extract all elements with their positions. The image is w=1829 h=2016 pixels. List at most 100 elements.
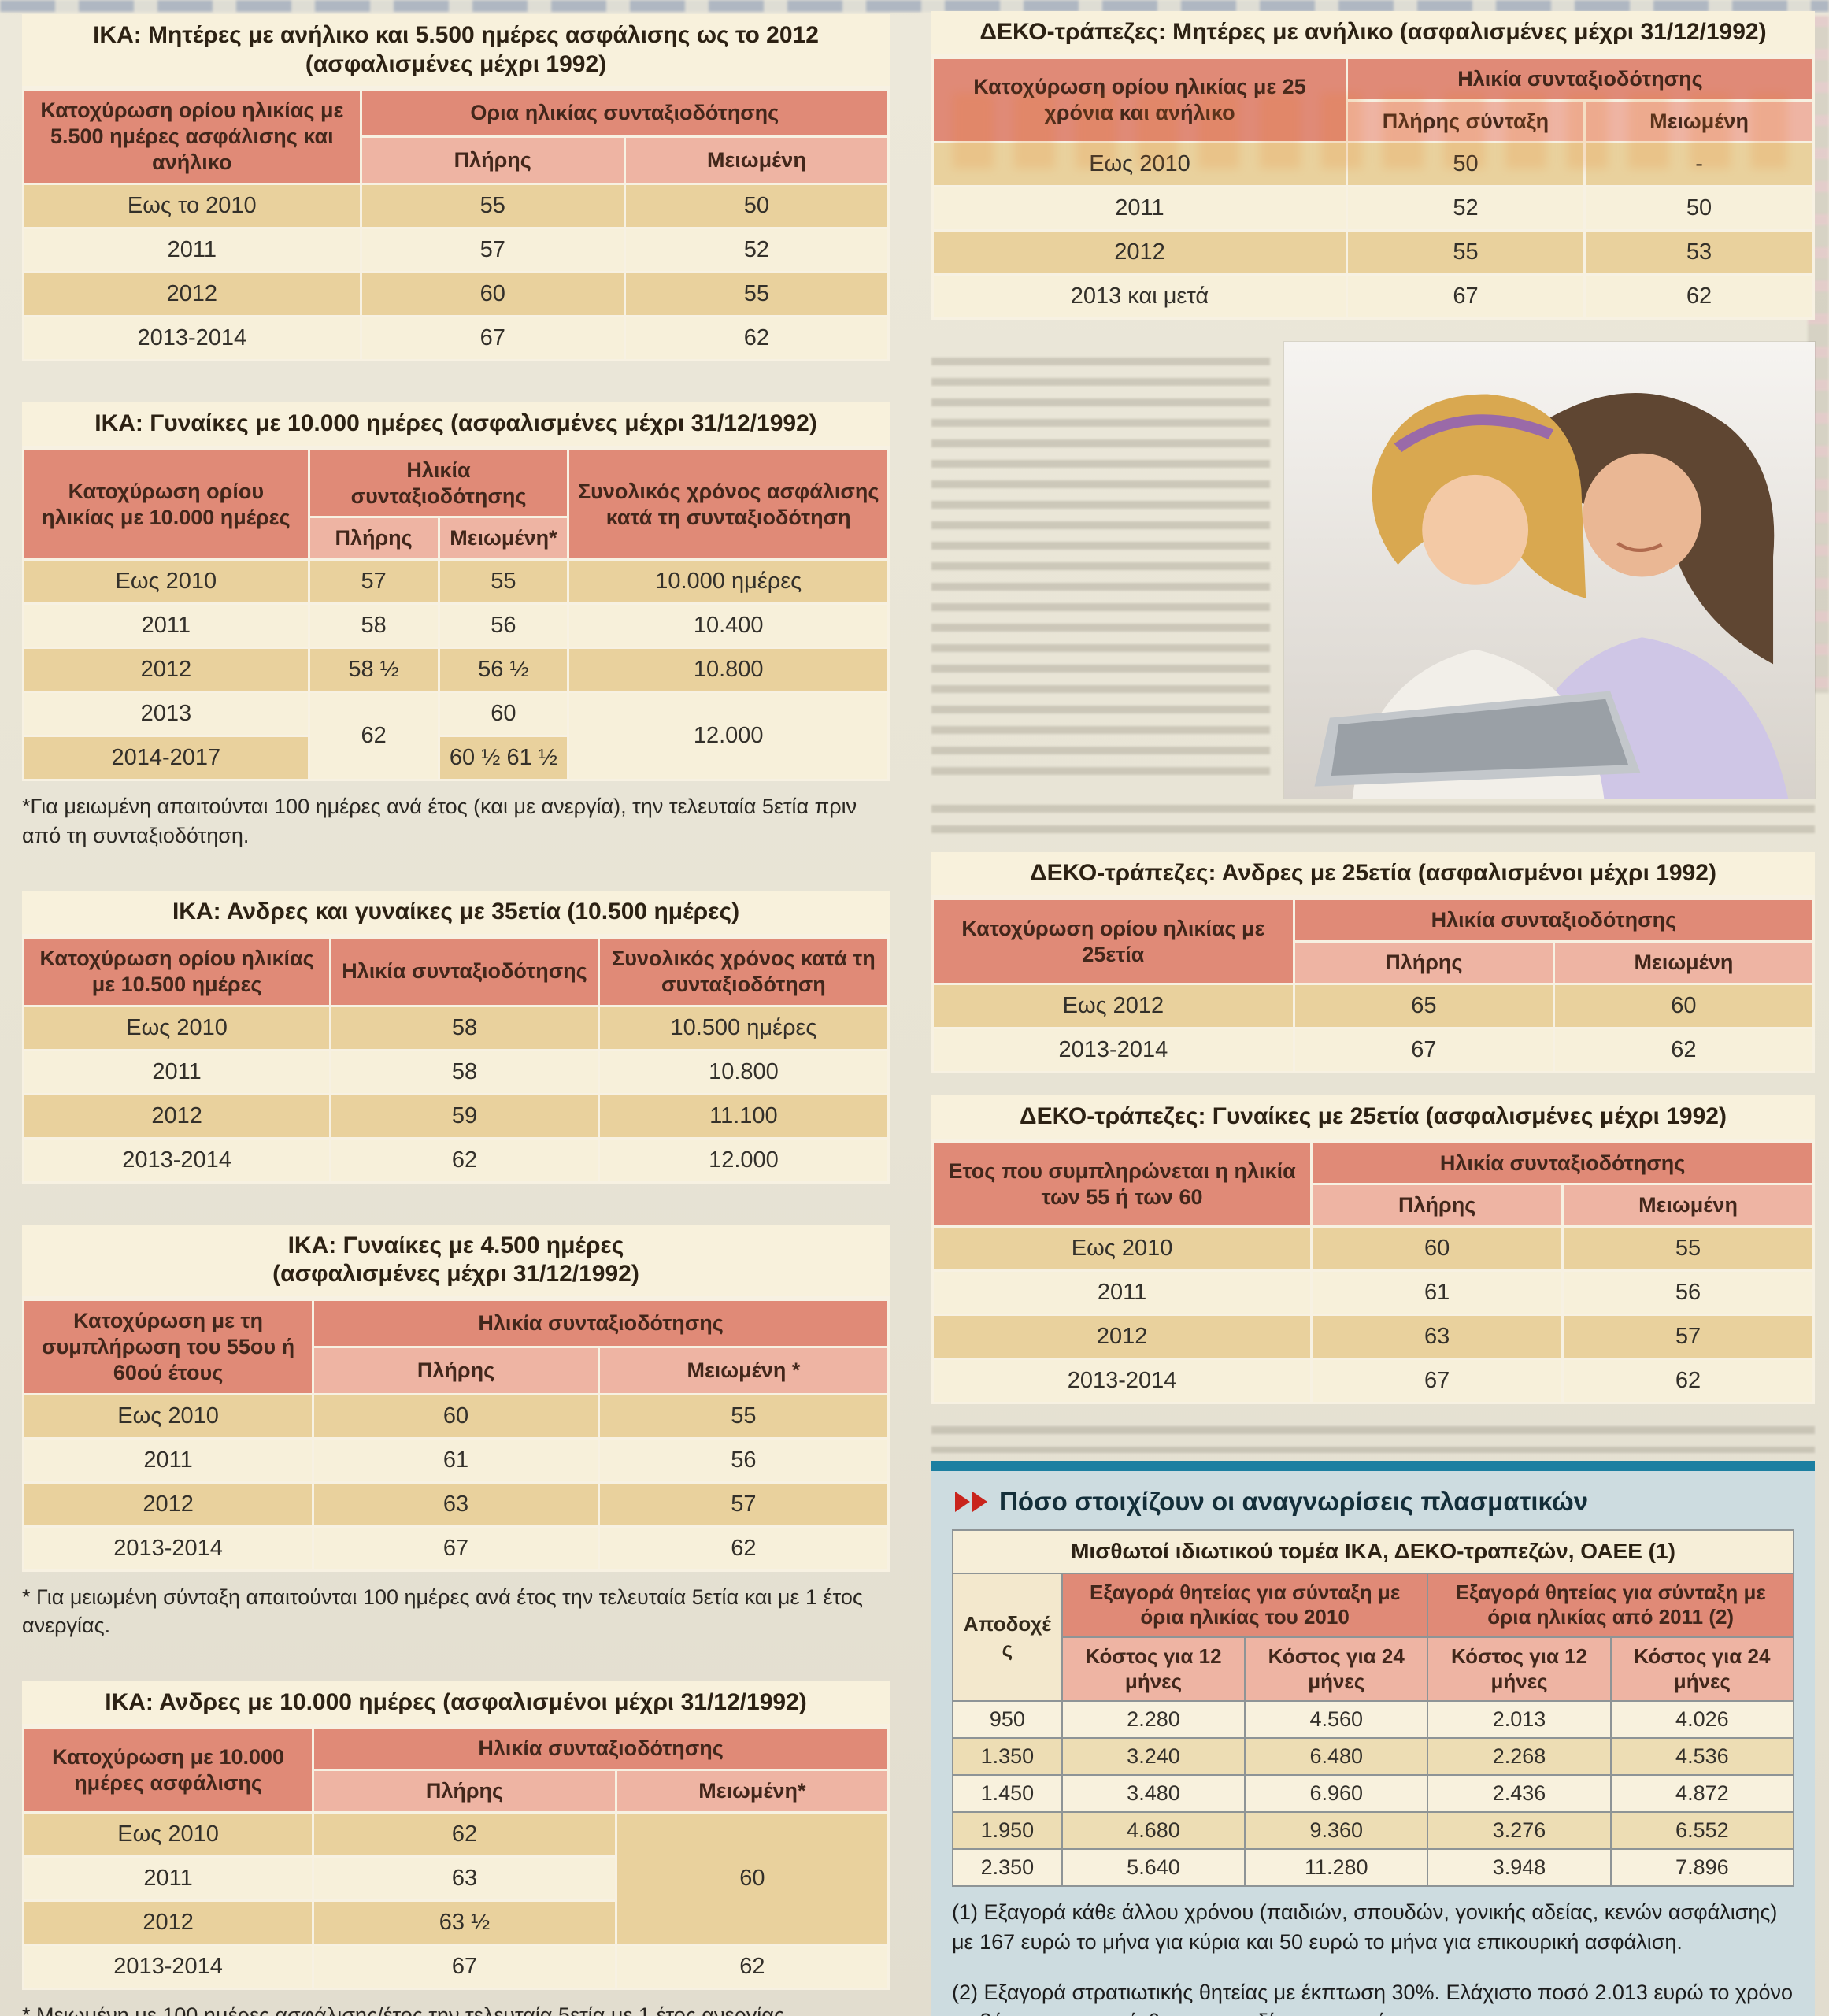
data-cell: 3.276 <box>1427 1811 1612 1851</box>
data-cell: 62 <box>614 1944 890 1991</box>
table-row: 2011 58 56 10.400 <box>22 602 890 650</box>
data-cell: 10.800 <box>567 647 890 694</box>
header-row: Πλήρης σύνταξη Μειωμένη <box>933 98 1815 144</box>
header-cell: Κατοχύρωση ορίου ηλικίας με 10.000 ημέρε… <box>22 447 310 561</box>
data-cell: 3.480 <box>1061 1774 1246 1814</box>
data-cell: Εως 2010 <box>21 1811 315 1858</box>
table-row: 2013 και μετά 67 62 <box>931 273 1815 321</box>
table-ika-mothers-5500: ΙΚΑ: Μητέρες με ανήλικο και 5.500 ημέρες… <box>22 14 890 361</box>
panel-heading-text: Πόσο στοιχίζουν οι αναγνωρίσεις πλασματι… <box>999 1487 1589 1517</box>
data-cell: 50 <box>1583 185 1815 232</box>
table-title-line: ΔΕΚΟ-τράπεζες: Ανδρες με 25ετία (ασφαλισ… <box>1030 860 1716 887</box>
table-title-line: Μισθωτοί ιδιωτικού τομέα ΙΚΑ, ΔΕΚΟ-τραπε… <box>1071 1539 1675 1564</box>
header-cell: Μειωμένη <box>623 135 890 185</box>
table-row: Εως 2010 62 60 <box>21 1811 890 1947</box>
table-title-line: ΙΚΑ: Ανδρες και γυναίκες με 35ετία (10.5… <box>172 899 740 925</box>
data-cell: 55 <box>1345 229 1586 276</box>
data-cell: 3.948 <box>1427 1848 1612 1888</box>
table-row: 2013-2014 67 62 <box>21 1525 890 1572</box>
data-cell: 62 <box>597 1525 890 1572</box>
table-row: 2013-2014 67 62 <box>21 1944 890 1991</box>
faded-article-text <box>931 1426 1815 1454</box>
data-cell: 2013-2014 <box>21 1136 332 1184</box>
data-cell: 10.000 ημέρες <box>567 558 890 606</box>
table-ika-35-years: ΙΚΑ: Ανδρες και γυναίκες με 35ετία (10.5… <box>21 891 890 1184</box>
data-cell: 2.280 <box>1061 1700 1246 1740</box>
data-cell: Εως 2012 <box>931 982 1295 1029</box>
data-cell: 57 <box>597 1480 890 1528</box>
data-cell: 2013-2014 <box>931 1358 1313 1405</box>
header-cell: Συνολικός χρόνος ασφάλισης κατά τη συντα… <box>567 447 890 561</box>
data-cell: 56 <box>1561 1269 1815 1317</box>
header-cell: Ηλικία συνταξιοδότησης <box>312 1298 890 1348</box>
header-cell: Πλήρης <box>1292 940 1555 985</box>
table-row: 2013-2014 67 62 <box>931 1026 1816 1073</box>
table-title-line: ΔΕΚΟ-τράπεζες: Μητέρες με ανήλικο (ασφαλ… <box>979 19 1767 45</box>
header-row: Πλήρης Μειωμένη * <box>24 1345 890 1395</box>
panel-top-bar <box>931 1461 1815 1472</box>
header-cell: Κόστος για 12 μήνες <box>1427 1636 1612 1703</box>
data-cell: 2012 <box>22 271 362 317</box>
header-cell: Μειωμένη <box>1561 1183 1815 1228</box>
data-cell: 57 <box>307 558 440 606</box>
data-cell: 5.640 <box>1061 1848 1246 1888</box>
header-row: Κατοχύρωση με τη συμπλήρωση του 55ου ή 6… <box>21 1298 890 1395</box>
header-row: Πλήρης Μειωμένη <box>933 940 1816 985</box>
data-cell: 57 <box>1561 1314 1815 1361</box>
table-row: 2014-2017 60 ½ 61 ½ <box>22 735 889 782</box>
header-row: Πλήρης Μειωμένη* <box>24 1769 890 1814</box>
data-cell: 2012 <box>21 1092 332 1140</box>
data-cell: 2014-2017 <box>22 735 310 782</box>
data-cell: 58 ½ <box>307 647 440 694</box>
table-title: ΙΚΑ: Μητέρες με ανήλικο και 5.500 ημέρες… <box>22 14 890 89</box>
header-cell: Αποδοχές <box>952 1572 1063 1703</box>
data-cell: 63 <box>312 1480 600 1528</box>
data-cell: 55 <box>359 183 626 229</box>
cost-footnote-1: (1) Εξαγορά κάθε άλλου χρόνου (παιδιών, … <box>952 1900 1778 1954</box>
data-cell: 59 <box>329 1092 600 1140</box>
header-row: Κόστος για 12 μήνες Κόστος για 24 μήνες Κό… <box>953 1636 1795 1703</box>
data-cell: 56 ½ <box>437 647 570 694</box>
faded-article-text <box>931 358 1270 784</box>
table-title: ΙΚΑ: Γυναίκες με 4.500 ημέρες (ασφαλισμέν… <box>22 1224 890 1299</box>
header-cell: Πλήρης <box>312 1769 617 1814</box>
header-row: Πλήρης Μειωμένη* <box>24 516 889 561</box>
data-cell: 62 <box>1561 1358 1815 1405</box>
data-cell: 2011 <box>931 1269 1313 1317</box>
data-cell: 9.360 <box>1244 1811 1429 1851</box>
data-cell: 62 <box>312 1811 617 1858</box>
header-cell: Ηλικία συνταξιοδότησης <box>1292 898 1816 943</box>
header-cell: Εξαγορά θητείας για σύνταξη με όρια ηλικ… <box>1061 1572 1429 1639</box>
data-cell: 55 <box>597 1392 890 1440</box>
header-cell: Κατοχύρωση ορίου ηλικίας με 10.500 ημέρε… <box>21 936 332 1007</box>
header-cell: Ηλικία συνταξιοδότησης <box>312 1726 890 1772</box>
data-cell: 2011 <box>21 1855 315 1903</box>
data-cell: Εως 2010 <box>931 141 1348 188</box>
pension-table: Ετος που συμπληρώνεται η ηλικία των 55 ή… <box>931 1140 1815 1405</box>
table-row: 2011 63 <box>21 1855 889 1903</box>
header-cell: Μειωμένη <box>1583 98 1815 144</box>
faded-article-text <box>931 805 1815 839</box>
table-title-line: ΔΕΚΟ-τράπεζες: Γυναίκες με 25ετία (ασφαλ… <box>1020 1102 1727 1129</box>
data-cell: 1.350 <box>952 1737 1063 1777</box>
table-footnote: * Μειωμένη με 100 ημέρες ασφάλισης/έτος … <box>22 2003 790 2016</box>
data-cell: 67 <box>312 1525 600 1572</box>
data-cell: 2012 <box>21 1480 315 1528</box>
data-cell: 50 <box>1345 141 1586 188</box>
header-row: Κατοχύρωση ορίου ηλικίας με 10.000 ημέρε… <box>22 447 890 561</box>
data-cell: 2011 <box>21 1436 315 1484</box>
table-title-line: ΙΚΑ: Γυναίκες με 10.000 ημέρες (ασφαλισμ… <box>94 410 817 436</box>
table-row: Εως 2010 60 55 <box>21 1392 890 1440</box>
table-footnote: * Για μειωμένη σύνταξη απαιτούνται 100 η… <box>22 1584 863 1638</box>
data-cell: 2012 <box>22 647 310 694</box>
table-row: Εως 2012 65 60 <box>931 982 1816 1029</box>
table-row: 2012 63 ½ <box>21 1899 889 1947</box>
data-cell: 60 <box>1310 1225 1564 1273</box>
data-cell: 2012 <box>21 1899 315 1947</box>
table-row: 2013-2014 67 62 <box>931 1358 1815 1405</box>
laptop <box>1314 691 1641 788</box>
data-cell: Εως 2010 <box>931 1225 1313 1273</box>
right-column: ΔΕΚΟ-τράπεζες: Μητέρες με ανήλικο (ασφαλ… <box>931 11 1816 2016</box>
data-cell: 2011 <box>931 185 1348 232</box>
table-title-line: ΙΚΑ: Ανδρες με 10.000 ημέρες (ασφαλισμέν… <box>105 1688 807 1715</box>
